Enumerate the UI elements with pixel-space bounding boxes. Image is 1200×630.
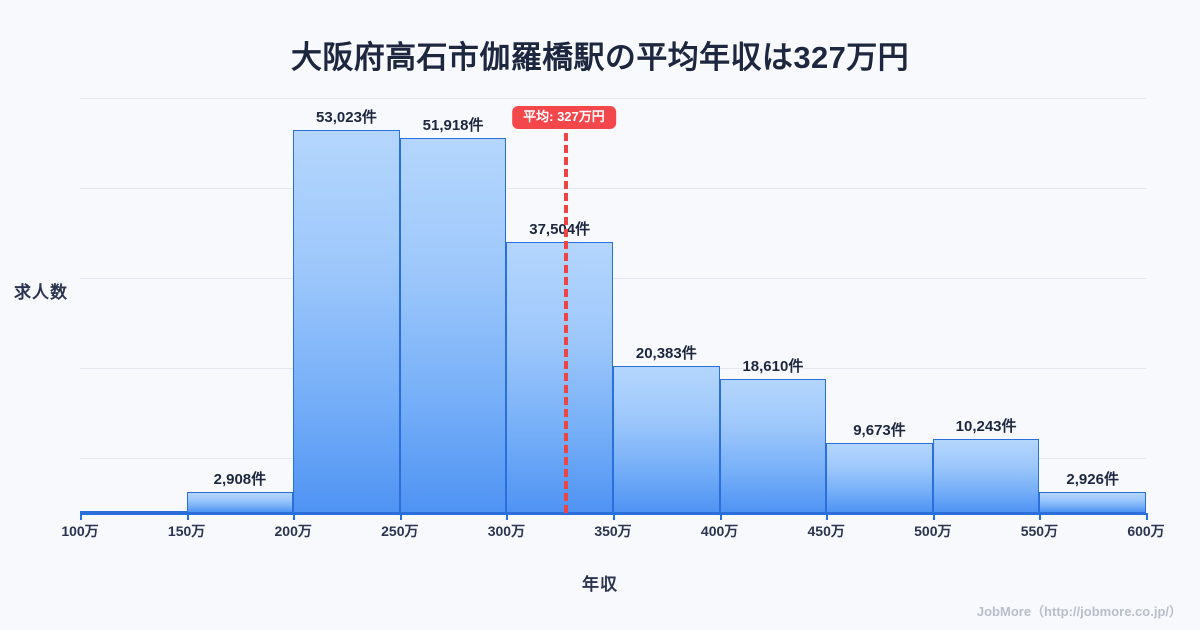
bar: 9,673件 — [826, 422, 933, 513]
x-axis-tick — [1146, 513, 1148, 520]
bar-value-label: 51,918件 — [422, 117, 484, 135]
x-axis-tick — [1039, 513, 1042, 520]
bar: 53,023件 — [293, 109, 400, 513]
x-axis-tick-label: 400万 — [700, 523, 739, 539]
bar: 2,926件 — [1039, 471, 1146, 513]
x-axis-tick-label: 300万 — [487, 523, 526, 539]
bar: 2,908件 — [186, 471, 294, 513]
x-axis-tick — [826, 513, 829, 520]
gridline — [80, 188, 1146, 189]
x-axis-tick-label: 500万 — [914, 523, 952, 539]
bar: 37,504件 — [506, 221, 613, 513]
chart-title: 大阪府高石市伽羅橋駅の平均年収は327万円 — [290, 40, 910, 75]
bar-value-label: 9,673件 — [853, 422, 906, 440]
bar — [80, 511, 187, 513]
x-axis-tick-label: 450万 — [807, 523, 845, 539]
y-axis-title: 求人数 — [14, 283, 68, 302]
average-line — [563, 133, 568, 513]
x-axis-tick-label: 600万 — [1127, 523, 1165, 539]
x-axis-tick-label: 150万 — [167, 523, 206, 539]
x-axis-tick — [506, 513, 509, 520]
bar-value-label: 37,504件 — [529, 221, 591, 239]
bar: 51,918件 — [399, 117, 507, 513]
x-axis-tick-label: 100万 — [61, 523, 99, 539]
x-axis-title: 年収 — [582, 575, 618, 594]
bar-series: 2,908件 53,023件 51,918件 37,504件 20,383件 18,610… — [80, 98, 1146, 513]
bar-value-label: 2,926件 — [1066, 470, 1119, 488]
bar: 18,610件 — [719, 358, 827, 513]
x-axis-tick — [293, 513, 296, 520]
plot-area: 2,908件 53,023件 51,918件 37,504件 20,383件 18,610… — [80, 98, 1146, 513]
bar-value-label: 10,243件 — [955, 418, 1017, 436]
x-axis-tick-label: 550万 — [1020, 523, 1059, 539]
x-axis-tick — [719, 513, 722, 520]
bar: 10,243件 — [932, 418, 1040, 513]
gridline — [80, 278, 1146, 279]
gridline — [80, 98, 1146, 99]
x-axis-tick — [932, 513, 935, 520]
x-axis-tick — [80, 513, 82, 520]
x-axis-tick-label: 250万 — [381, 523, 419, 539]
x-axis-tick-label: 200万 — [274, 523, 312, 539]
average-badge: 平均: 327万円 — [512, 106, 616, 130]
bar-value-label: 2,908件 — [213, 471, 267, 489]
footer-credit: JobMore（http://jobmore.co.jp/） — [976, 604, 1182, 619]
bar-value-label: 20,383件 — [635, 344, 697, 362]
x-axis-tick — [613, 513, 615, 520]
x-axis-tick — [186, 513, 189, 520]
x-axis-tick — [399, 513, 402, 520]
bar-value-label: 53,023件 — [316, 109, 377, 127]
bar-value-label: 18,610件 — [742, 357, 804, 375]
bar: 20,383件 — [613, 345, 720, 513]
x-axis-tick-label: 350万 — [594, 523, 632, 539]
